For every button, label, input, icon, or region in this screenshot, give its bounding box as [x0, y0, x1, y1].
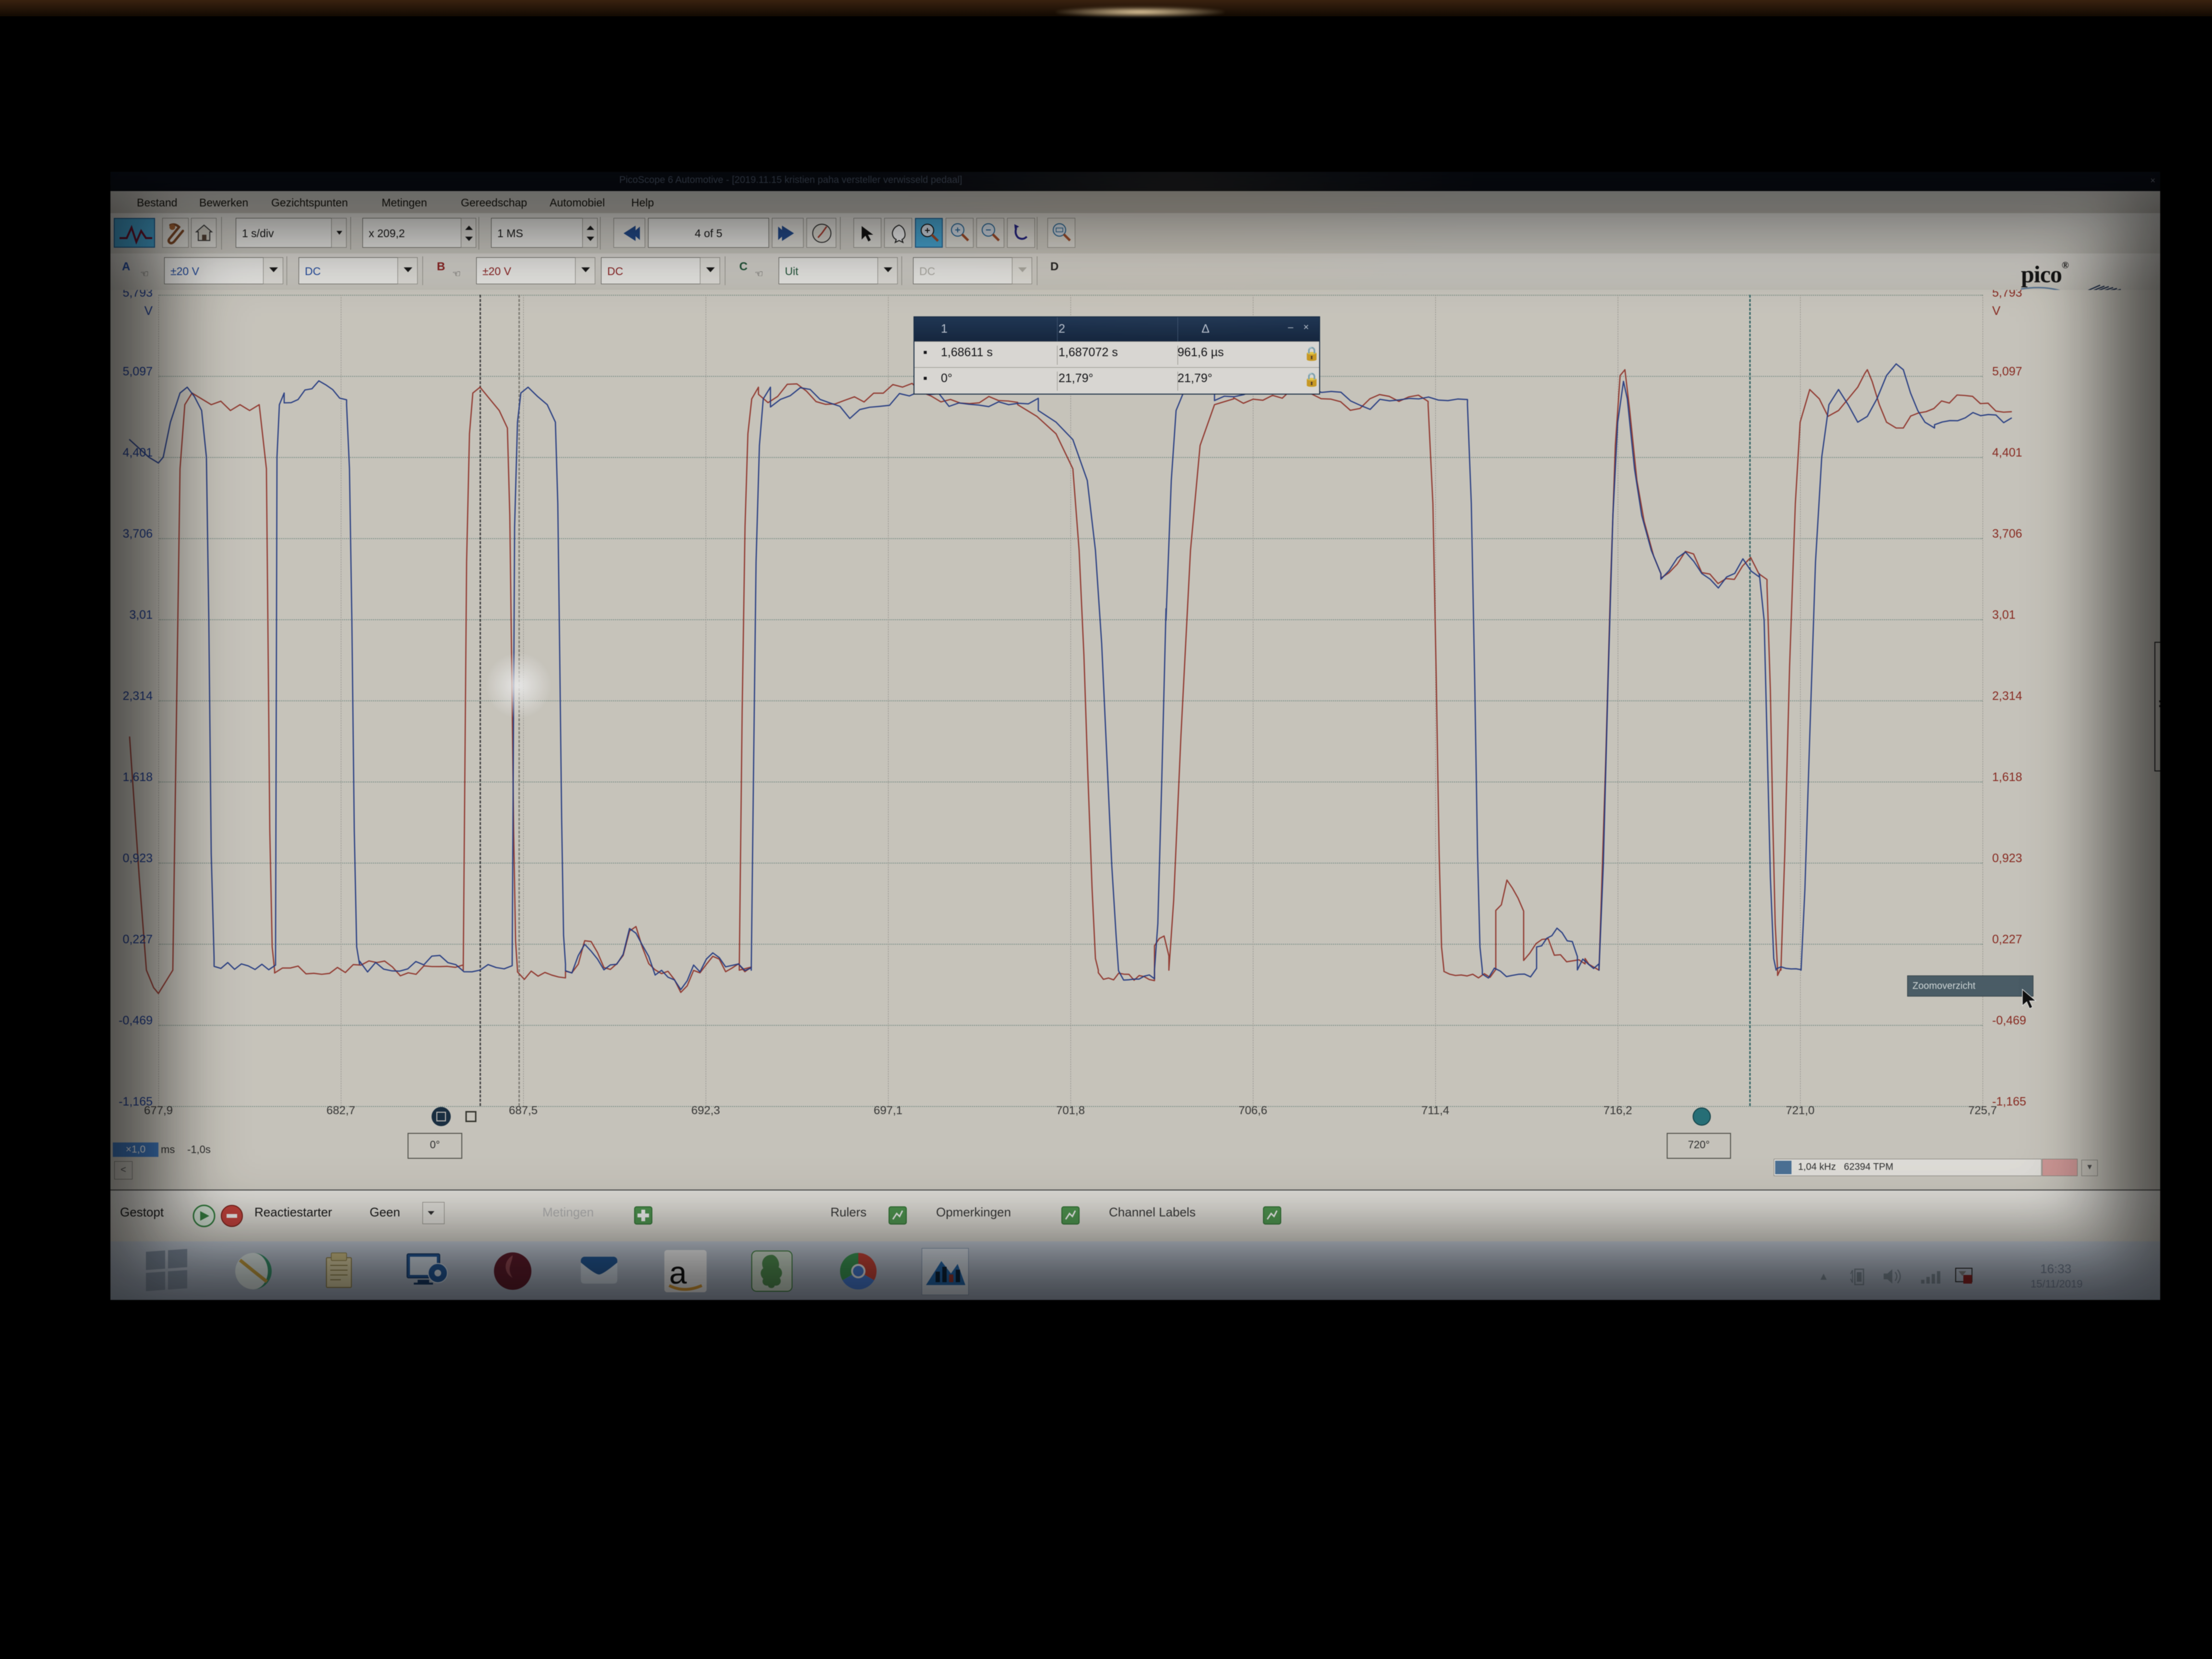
svg-text:a: a: [669, 1255, 687, 1290]
